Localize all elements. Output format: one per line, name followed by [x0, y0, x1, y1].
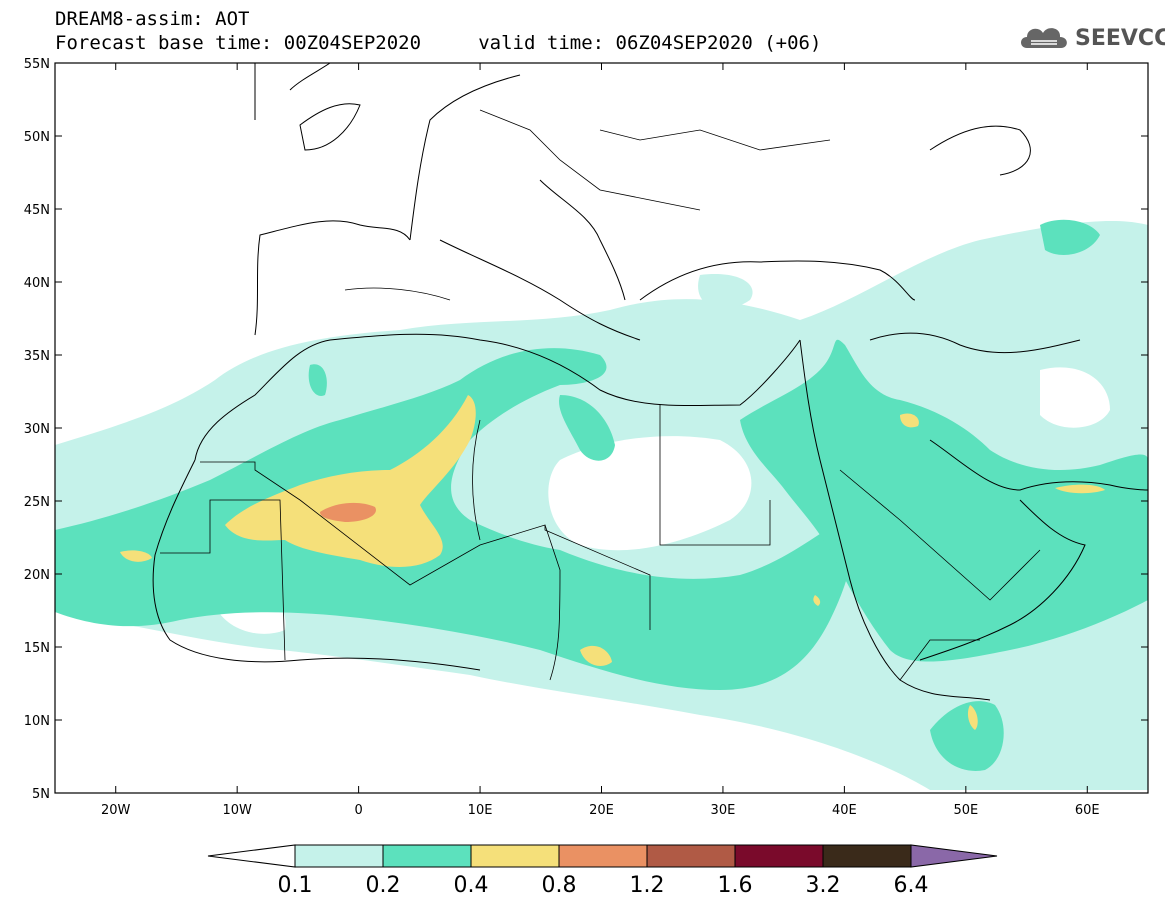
- colorbar-segment: [734, 844, 824, 868]
- colorbar-segment: [822, 844, 912, 868]
- logo-text: SEEVCCC: [1075, 26, 1165, 51]
- colorbar-segment: [382, 844, 472, 868]
- country-borders: [160, 109, 1041, 681]
- lat-tick-label: 35N: [24, 349, 50, 364]
- colorbar-label: 0.2: [366, 873, 401, 898]
- longitude-axis: 20W 10W 0 10E 20E 30E 40E 50E 60E: [101, 63, 1100, 818]
- lat-tick-label: 45N: [24, 203, 50, 218]
- lon-tick-label: 10W: [222, 803, 252, 818]
- colorbar-min-extend: [207, 844, 296, 868]
- colorbar-label: 1.6: [718, 873, 753, 898]
- lat-tick-label: 25N: [24, 495, 50, 510]
- map-title: DREAM8-assim: AOT: [55, 8, 250, 30]
- colorbar-label: 1.2: [630, 873, 665, 898]
- lon-tick-label: 40E: [832, 803, 857, 818]
- lon-tick-label: 20E: [589, 803, 614, 818]
- lat-tick-label: 55N: [24, 57, 50, 72]
- lon-tick-label: 30E: [711, 803, 736, 818]
- aot-level-0.8: [320, 502, 376, 522]
- lon-tick-label: 50E: [953, 803, 978, 818]
- colorbar-label: 0.4: [454, 873, 489, 898]
- cloud-icon: [1021, 28, 1067, 48]
- aot-field: [55, 219, 1148, 790]
- lon-tick-label: 10E: [468, 803, 493, 818]
- colorbar: 0.1 0.2 0.4 0.8 1.2 1.6 3.2 6.4: [207, 844, 998, 898]
- lon-tick-label: 0: [354, 803, 362, 818]
- colorbar-max-extend: [910, 844, 998, 868]
- aot-level-0.2: [55, 219, 1148, 771]
- colorbar-label: 3.2: [806, 873, 841, 898]
- lat-tick-label: 5N: [32, 787, 50, 802]
- colorbar-label: 0.1: [278, 873, 313, 898]
- seevccc-logo: SEEVCCC: [1017, 20, 1165, 60]
- colorbar-segment: [294, 844, 384, 868]
- lat-tick-label: 50N: [24, 130, 50, 145]
- lon-tick-label: 20W: [101, 803, 131, 818]
- latitude-axis: 5N 10N 15N 20N 25N 30N 35N 40N 45N 50N 55N: [24, 57, 1148, 802]
- coastlines: [152, 63, 1148, 701]
- lat-tick-label: 15N: [24, 641, 50, 656]
- lat-tick-label: 30N: [24, 422, 50, 437]
- colorbar-segment: [646, 844, 736, 868]
- colorbar-segment: [558, 844, 648, 868]
- lat-tick-label: 20N: [24, 568, 50, 583]
- lon-tick-label: 60E: [1075, 803, 1100, 818]
- colorbar-segment: [470, 844, 560, 868]
- aot-level-0.4: [120, 395, 1105, 730]
- lat-tick-label: 40N: [24, 276, 50, 291]
- colorbar-label: 0.8: [542, 873, 577, 898]
- lat-tick-label: 10N: [24, 714, 50, 729]
- map-subtitle-times: Forecast base time: 00Z04SEP2020 valid t…: [55, 32, 822, 54]
- colorbar-label: 6.4: [894, 873, 929, 898]
